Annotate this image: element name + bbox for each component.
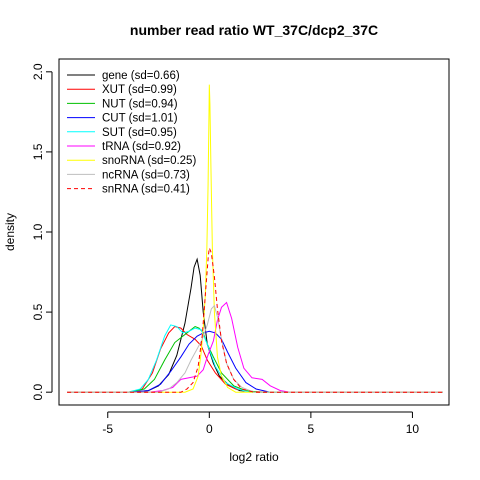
series-line	[67, 84, 443, 393]
x-axis-label: log2 ratio	[229, 450, 279, 464]
legend-label: gene (sd=0.66)	[102, 70, 180, 82]
legend-label: NUT (sd=0.94)	[102, 98, 178, 110]
legend-label: ncRNA (sd=0.73)	[102, 169, 190, 181]
series-line	[67, 330, 443, 393]
series-line	[67, 301, 443, 393]
y-tick-label: 0.0	[31, 384, 45, 401]
series-line	[67, 246, 443, 393]
y-tick-label: 1.0	[31, 223, 45, 240]
series-curves	[67, 84, 443, 393]
y-tick-label: 2.0	[31, 63, 45, 80]
series-line	[67, 324, 443, 393]
y-axis-label: density	[3, 213, 17, 251]
plot-frame	[58, 58, 450, 406]
x-tick-label: 10	[406, 422, 420, 436]
legend-label: snRNA (sd=0.41)	[102, 184, 190, 196]
x-tick-label: 0	[206, 422, 213, 436]
legend-label: tRNA (sd=0.92)	[102, 141, 181, 153]
series-line	[67, 325, 443, 393]
x-tick-label: 5	[308, 422, 315, 436]
x-tick-label: -5	[102, 422, 113, 436]
axes: -5 0 5 10 0.0 0.5 1.0 1.5 2.0	[31, 63, 419, 436]
legend: gene (sd=0.66) XUT (sd=0.99) NUT (sd=0.94)…	[67, 70, 196, 196]
chart-title: number read ratio WT_37C/dcp2_37C	[130, 22, 378, 38]
y-tick-label: 0.5	[31, 303, 45, 320]
legend-label: CUT (sd=1.01)	[102, 113, 178, 125]
plot-area	[58, 58, 450, 406]
y-tick-label: 1.5	[31, 143, 45, 160]
series-line	[67, 304, 443, 393]
legend-label: snoRNA (sd=0.25)	[102, 155, 196, 167]
series-line	[67, 257, 443, 393]
series-line	[67, 325, 443, 393]
legend-label: XUT (sd=0.99)	[102, 84, 177, 96]
legend-label: SUT (sd=0.95)	[102, 127, 177, 139]
